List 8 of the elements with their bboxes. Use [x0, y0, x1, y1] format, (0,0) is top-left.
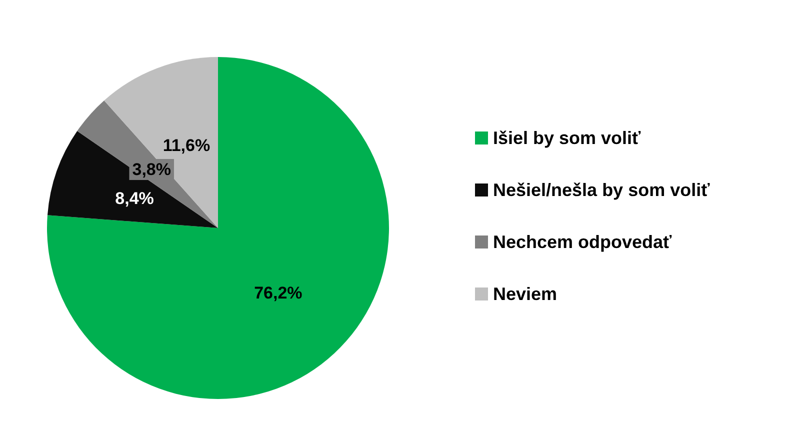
legend-label: Nechcem odpovedať	[493, 232, 672, 252]
data-label: 8,4%	[115, 189, 154, 208]
data-label: 3,8%	[132, 160, 171, 179]
legend-label: Nešiel/nešla by som voliť	[493, 180, 710, 200]
data-label: 76,2%	[254, 283, 302, 302]
legend-label: Išiel by som voliť	[493, 128, 642, 148]
legend-label: Neviem	[493, 284, 558, 304]
data-label: 11,6%	[162, 136, 210, 155]
